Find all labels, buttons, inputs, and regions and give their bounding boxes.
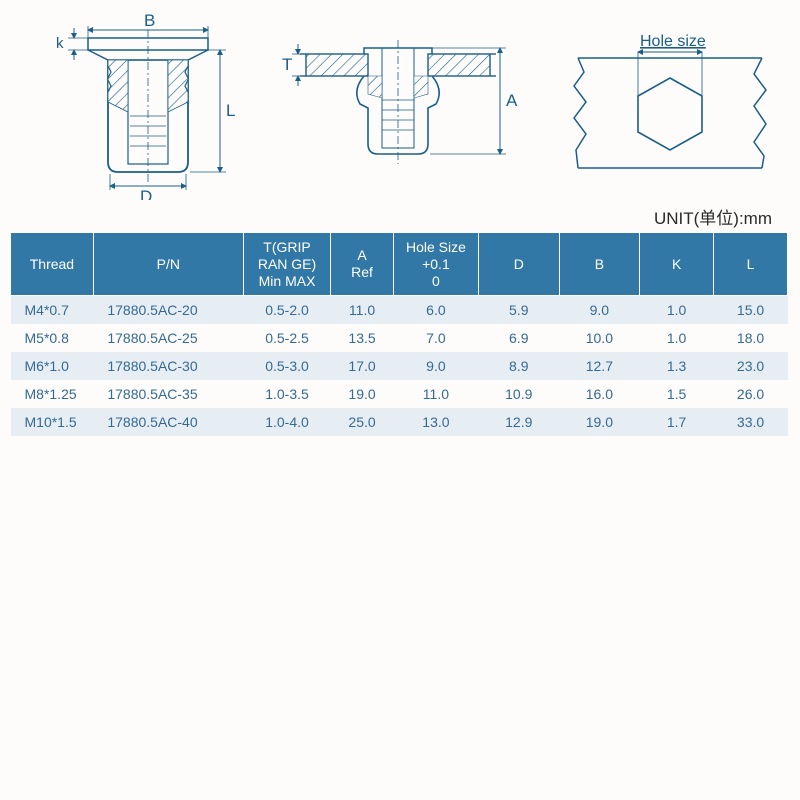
- cell-b: 10.0: [559, 324, 640, 352]
- cell-hole: 9.0: [393, 352, 478, 380]
- cell-d: 12.9: [478, 408, 559, 436]
- figure-1: B k L D: [56, 11, 235, 200]
- header-row: Thread P/N T(GRIPRAN GE)Min MAX ARef Hol…: [11, 233, 788, 296]
- figure-2: T A: [282, 40, 518, 164]
- cell-k: 1.0: [640, 296, 714, 325]
- cell-d: 5.9: [478, 296, 559, 325]
- table-row: M5*0.817880.5AC-250.5-2.513.57.06.910.01…: [11, 324, 788, 352]
- cell-l: 23.0: [714, 352, 788, 380]
- dim-D: D: [140, 187, 152, 200]
- th-hole: Hole Size+0.10: [393, 233, 478, 296]
- technical-diagrams: B k L D T A: [0, 0, 800, 200]
- cell-l: 15.0: [714, 296, 788, 325]
- dim-L: L: [226, 101, 235, 120]
- cell-l: 33.0: [714, 408, 788, 436]
- figure-3: Hole size: [574, 33, 766, 168]
- th-b: B: [559, 233, 640, 296]
- th-pn: P/N: [93, 233, 243, 296]
- dim-hole: Hole size: [640, 33, 706, 50]
- cell-b: 9.0: [559, 296, 640, 325]
- cell-a: 25.0: [331, 408, 394, 436]
- cell-d: 6.9: [478, 324, 559, 352]
- unit-label: UNIT(单位):mm: [654, 204, 772, 229]
- th-d: D: [478, 233, 559, 296]
- cell-thread: M8*1.25: [11, 380, 94, 408]
- cell-b: 12.7: [559, 352, 640, 380]
- dim-A: A: [506, 91, 518, 110]
- cell-t: 0.5-2.5: [243, 324, 330, 352]
- dim-k: k: [56, 35, 64, 52]
- spec-table: Thread P/N T(GRIPRAN GE)Min MAX ARef Hol…: [10, 232, 788, 436]
- cell-a: 17.0: [331, 352, 394, 380]
- cell-pn: 17880.5AC-30: [93, 352, 243, 380]
- cell-a: 13.5: [331, 324, 394, 352]
- th-k: K: [640, 233, 714, 296]
- table-row: M4*0.717880.5AC-200.5-2.011.06.05.99.01.…: [11, 296, 788, 325]
- cell-t: 1.0-4.0: [243, 408, 330, 436]
- dim-T: T: [282, 55, 292, 74]
- cell-k: 1.7: [640, 408, 714, 436]
- cell-b: 16.0: [559, 380, 640, 408]
- cell-k: 1.0: [640, 324, 714, 352]
- table-row: M8*1.2517880.5AC-351.0-3.519.011.010.916…: [11, 380, 788, 408]
- cell-l: 18.0: [714, 324, 788, 352]
- cell-hole: 6.0: [393, 296, 478, 325]
- th-l: L: [714, 233, 788, 296]
- cell-t: 0.5-3.0: [243, 352, 330, 380]
- cell-b: 19.0: [559, 408, 640, 436]
- cell-thread: M4*0.7: [11, 296, 94, 325]
- cell-d: 10.9: [478, 380, 559, 408]
- cell-k: 1.3: [640, 352, 714, 380]
- th-thread: Thread: [11, 233, 94, 296]
- cell-pn: 17880.5AC-40: [93, 408, 243, 436]
- cell-a: 19.0: [331, 380, 394, 408]
- cell-t: 1.0-3.5: [243, 380, 330, 408]
- cell-t: 0.5-2.0: [243, 296, 330, 325]
- cell-k: 1.5: [640, 380, 714, 408]
- cell-thread: M10*1.5: [11, 408, 94, 436]
- th-t: T(GRIPRAN GE)Min MAX: [243, 233, 330, 296]
- cell-d: 8.9: [478, 352, 559, 380]
- table-row: M10*1.517880.5AC-401.0-4.025.013.012.919…: [11, 408, 788, 436]
- cell-thread: M6*1.0: [11, 352, 94, 380]
- cell-pn: 17880.5AC-25: [93, 324, 243, 352]
- cell-thread: M5*0.8: [11, 324, 94, 352]
- th-a: ARef: [331, 233, 394, 296]
- dim-B: B: [144, 11, 155, 30]
- spec-table-wrap: Thread P/N T(GRIPRAN GE)Min MAX ARef Hol…: [10, 232, 788, 436]
- cell-hole: 11.0: [393, 380, 478, 408]
- cell-pn: 17880.5AC-35: [93, 380, 243, 408]
- cell-l: 26.0: [714, 380, 788, 408]
- cell-hole: 13.0: [393, 408, 478, 436]
- cell-pn: 17880.5AC-20: [93, 296, 243, 325]
- table-row: M6*1.017880.5AC-300.5-3.017.09.08.912.71…: [11, 352, 788, 380]
- cell-a: 11.0: [331, 296, 394, 325]
- cell-hole: 7.0: [393, 324, 478, 352]
